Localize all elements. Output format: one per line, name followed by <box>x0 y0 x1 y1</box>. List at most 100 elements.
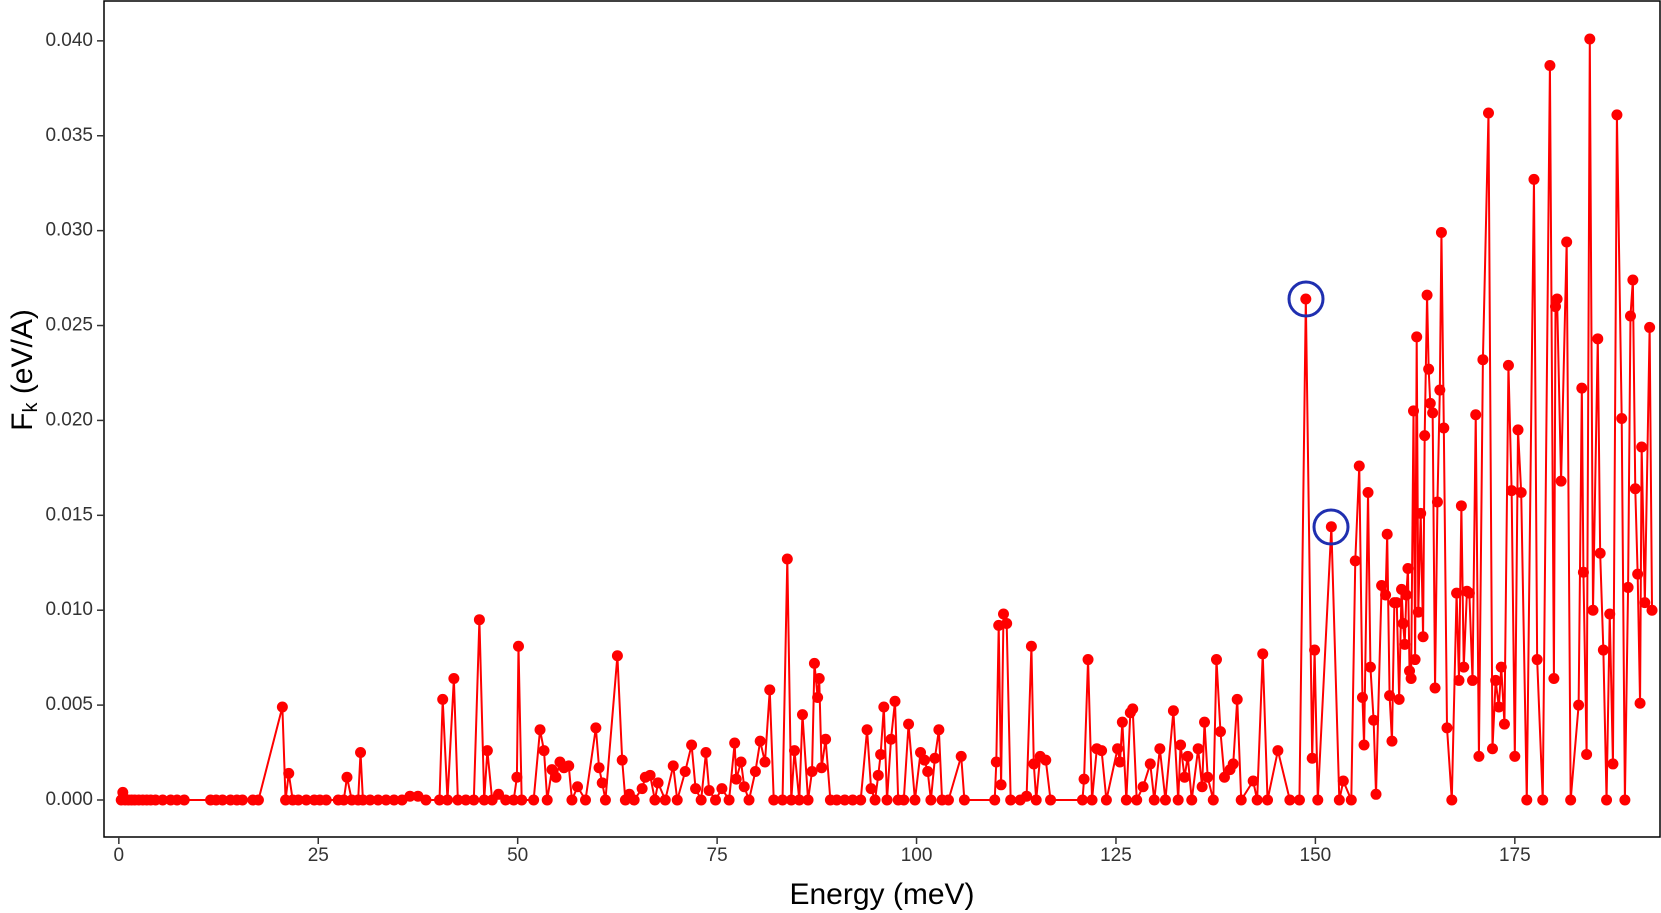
data-point <box>1417 631 1429 643</box>
data-point <box>1030 794 1042 806</box>
data-point <box>1076 794 1088 806</box>
data-point <box>511 771 523 783</box>
data-point <box>1412 606 1424 618</box>
data-point <box>700 747 712 759</box>
data-point <box>1368 714 1380 726</box>
data-point <box>563 760 575 772</box>
data-point <box>796 709 808 721</box>
data-point <box>922 766 934 778</box>
y-tick-label: 0.015 <box>45 504 93 525</box>
data-point <box>1400 589 1412 601</box>
data-point <box>812 692 824 704</box>
data-point <box>1235 794 1247 806</box>
data-point <box>338 794 350 806</box>
data-point <box>1548 673 1560 685</box>
data-point <box>898 794 910 806</box>
y-tick-label: 0.020 <box>45 409 93 430</box>
data-point <box>679 766 691 778</box>
data-point <box>820 733 832 745</box>
data-point <box>1172 794 1184 806</box>
data-point <box>743 794 755 806</box>
data-point <box>481 745 493 757</box>
data-point <box>909 794 921 806</box>
y-tick-label: 0.035 <box>45 125 93 146</box>
data-point <box>764 684 776 696</box>
data-point <box>1453 674 1465 686</box>
data-point <box>1486 743 1498 755</box>
data-point <box>1272 745 1284 757</box>
data-point <box>1438 422 1450 434</box>
data-point <box>1384 690 1396 702</box>
data-point <box>1391 597 1403 609</box>
data-point <box>1619 794 1631 806</box>
data-point <box>1502 359 1514 371</box>
data-point <box>1509 750 1521 762</box>
data-point <box>730 773 742 785</box>
data-point <box>1622 581 1634 593</box>
data-point <box>855 794 867 806</box>
data-point <box>1353 460 1365 472</box>
data-point <box>1463 587 1475 599</box>
data-point <box>1565 794 1577 806</box>
data-point <box>839 794 851 806</box>
data-point <box>1040 754 1052 766</box>
data-point <box>644 769 656 781</box>
data-point <box>1477 354 1489 366</box>
data-point <box>1405 673 1417 685</box>
data-point <box>1399 638 1411 650</box>
data-point <box>1182 750 1194 762</box>
data-point <box>468 794 480 806</box>
data-point <box>1112 743 1124 755</box>
y-tick-label: 0.040 <box>45 30 93 51</box>
data-point <box>1345 794 1357 806</box>
x-tick-label: 50 <box>507 845 528 866</box>
data-point <box>512 640 524 652</box>
data-point <box>1199 716 1211 728</box>
data-point <box>1154 743 1166 755</box>
data-point <box>1451 587 1463 599</box>
data-point <box>434 794 446 806</box>
data-point <box>1584 33 1596 45</box>
data-point <box>889 695 901 707</box>
data-point <box>1594 547 1606 559</box>
data-point <box>1531 654 1543 666</box>
data-point <box>710 794 722 806</box>
data-point <box>788 745 800 757</box>
data-point <box>1086 794 1098 806</box>
data-point <box>441 794 453 806</box>
data-point <box>652 777 664 789</box>
data-point <box>777 794 789 806</box>
data-point <box>1120 794 1132 806</box>
x-tick-label: 175 <box>1499 845 1531 866</box>
data-point <box>1627 274 1639 286</box>
data-point <box>1573 699 1585 711</box>
data-point <box>541 794 553 806</box>
data-point <box>869 794 881 806</box>
data-point <box>716 783 728 795</box>
data-point <box>808 657 820 669</box>
data-point <box>1493 701 1505 713</box>
data-point <box>695 794 707 806</box>
data-point <box>448 673 460 685</box>
data-point <box>1429 682 1441 694</box>
y-tick-label: 0.010 <box>45 599 93 620</box>
data-point <box>781 553 793 565</box>
data-point <box>1528 173 1540 185</box>
data-point <box>667 760 679 772</box>
x-tick-label: 150 <box>1300 845 1332 866</box>
data-point <box>1435 227 1447 239</box>
data-point <box>735 756 747 768</box>
x-tick-label: 125 <box>1100 845 1132 866</box>
data-point <box>847 794 859 806</box>
data-point <box>1512 424 1524 436</box>
highlight-ring <box>1312 508 1350 546</box>
data-point <box>1356 692 1368 704</box>
data-point <box>1116 716 1128 728</box>
data-point <box>933 724 945 736</box>
data-point <box>1214 726 1226 738</box>
data-point <box>355 747 367 759</box>
data-point <box>1362 487 1374 499</box>
data-point <box>1078 773 1090 785</box>
data-point <box>1001 617 1013 629</box>
